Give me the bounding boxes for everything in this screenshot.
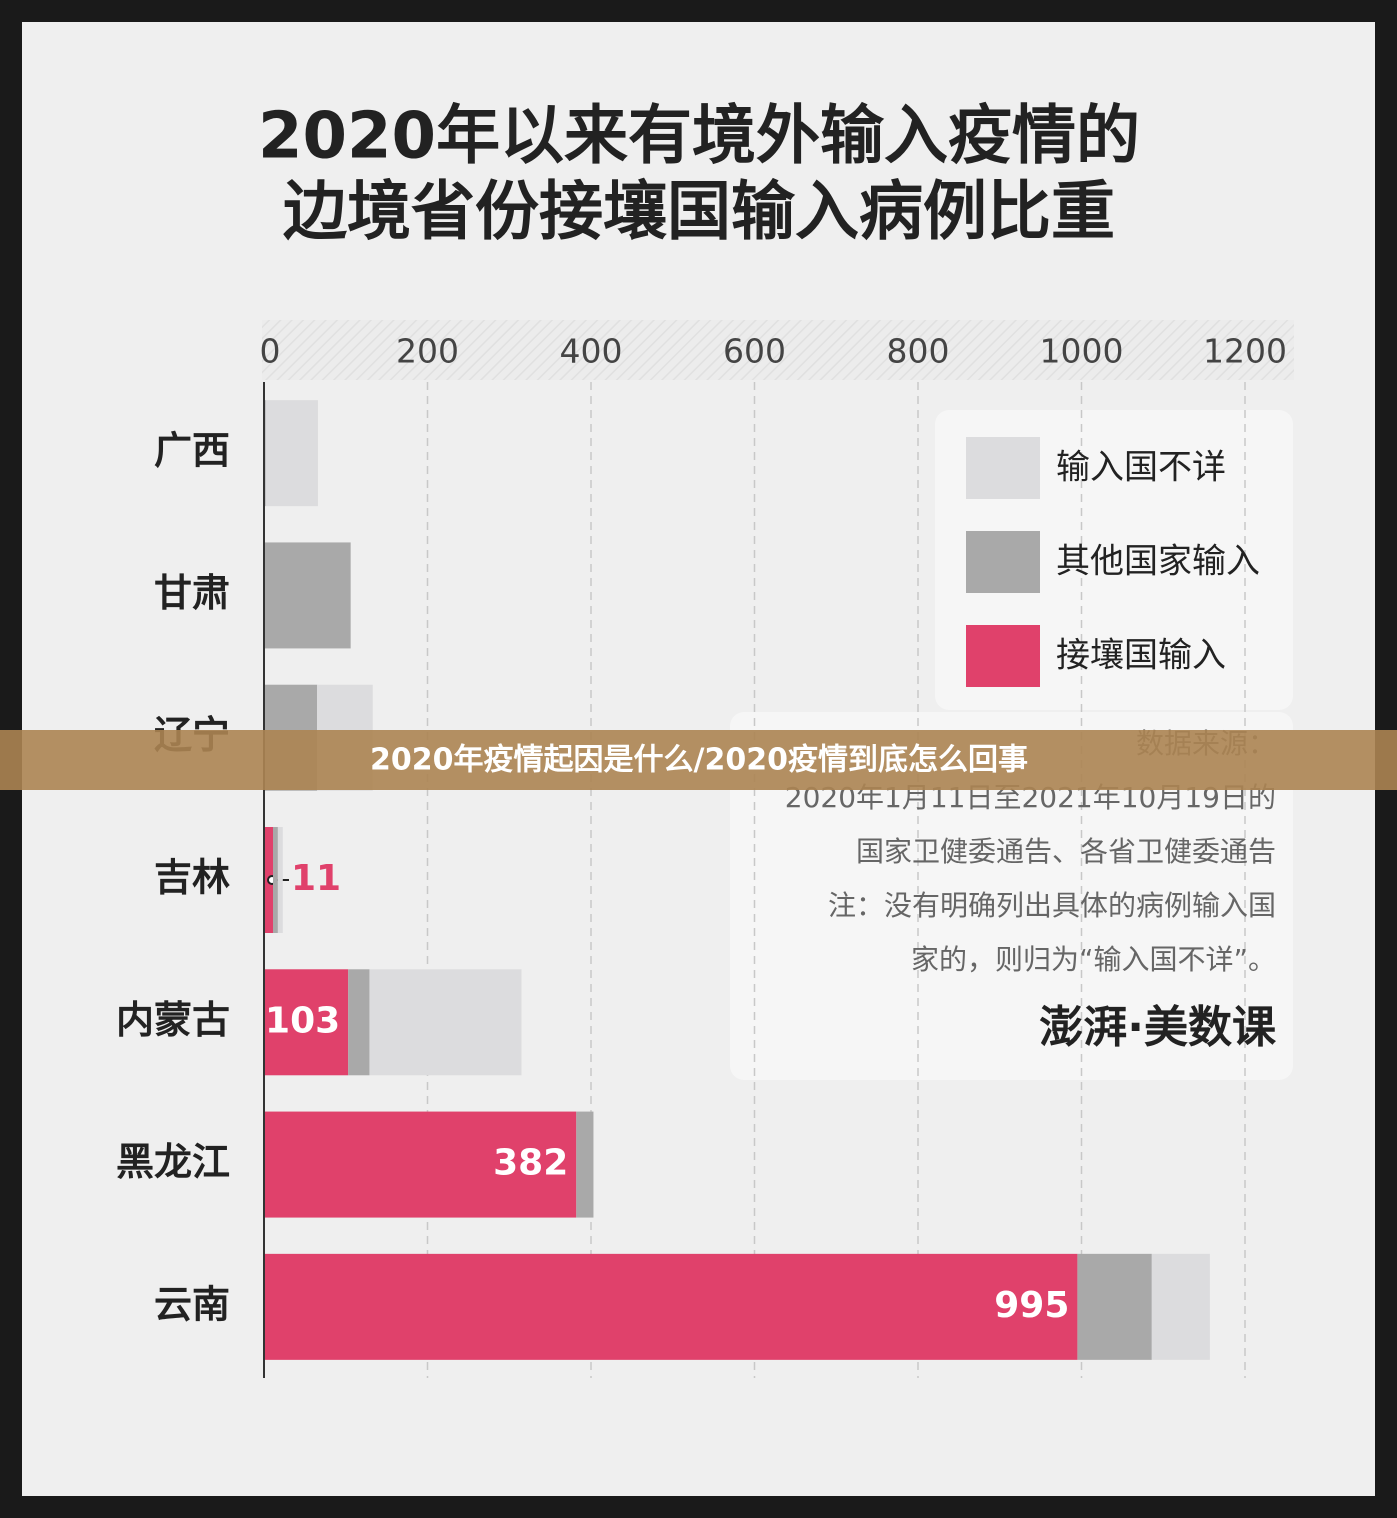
data-label: 995 <box>994 1285 1069 1326</box>
data-label: 382 <box>493 1143 568 1184</box>
bar-segment <box>264 969 349 1076</box>
source-box <box>730 712 1293 1080</box>
y-tick-label: 内蒙古 <box>116 998 230 1042</box>
x-tick-label: 600 <box>723 332 786 371</box>
banner-bg <box>0 730 1397 790</box>
chart-title: 2020年以来有境外输入疫情的 <box>258 100 1140 174</box>
y-tick-label: 吉林 <box>154 856 230 900</box>
x-tick-label: 800 <box>887 332 950 371</box>
source-text: 国家卫健委通告、各省卫健委通告 <box>856 835 1276 868</box>
bar-segment <box>264 542 351 649</box>
bar-segment <box>1151 1253 1210 1360</box>
logo: 澎湃·美数课 <box>1039 1002 1277 1053</box>
bar-segment <box>264 1253 1078 1360</box>
source-text: 家的，则归为“输入国不详”。 <box>911 943 1276 976</box>
y-tick-label: 广西 <box>154 429 230 473</box>
source-text: 注：没有明确列出具体的病例输入国 <box>828 889 1276 922</box>
banner-title: 2020年疫情起因是什么/2020疫情到底怎么回事 <box>370 743 1028 778</box>
y-tick-label: 黑龙江 <box>116 1140 230 1184</box>
legend-swatch <box>966 531 1040 593</box>
bar-segment <box>348 969 370 1076</box>
x-tick-label: 400 <box>560 332 623 371</box>
legend-label: 其他国家输入 <box>1056 542 1260 582</box>
legend-label: 输入国不详 <box>1056 448 1226 488</box>
bar-segment <box>369 969 522 1076</box>
y-tick-label: 云南 <box>154 1282 230 1326</box>
x-tick-label: 0 <box>260 332 281 371</box>
bar-segment <box>264 1111 577 1218</box>
x-tick-label: 1000 <box>1040 332 1124 371</box>
bar-segment <box>272 827 278 933</box>
legend-swatch <box>966 625 1040 687</box>
y-tick-label: 甘肃 <box>154 571 230 615</box>
x-tick-label: 200 <box>396 332 459 371</box>
bar-segment <box>277 827 283 933</box>
axis-strip <box>262 320 1294 380</box>
data-label: 103 <box>265 1000 340 1041</box>
data-label: 11 <box>291 858 341 899</box>
bar-segment <box>265 400 318 507</box>
legend-swatch <box>966 437 1040 499</box>
x-tick-label: 1200 <box>1203 332 1287 371</box>
chart-title: 边境省份接壤国输入病例比重 <box>283 176 1115 250</box>
bar-segment <box>1077 1253 1152 1360</box>
legend-label: 接壤国输入 <box>1056 636 1226 676</box>
bar-segment <box>576 1111 594 1218</box>
